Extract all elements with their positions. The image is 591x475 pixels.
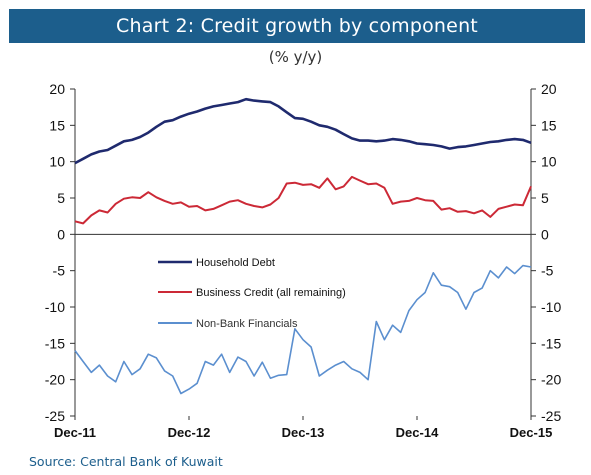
y-tick-label-left: -5	[53, 263, 66, 279]
y-tick-label-right: -20	[541, 372, 561, 388]
y-tick-label-right: -10	[541, 299, 561, 315]
y-tick-label-left: -15	[45, 335, 65, 351]
x-tick-label: Dec-14	[396, 425, 439, 440]
series-line-1	[74, 97, 532, 165]
source-note: Source: Central Bank of Kuwait	[29, 454, 223, 469]
x-tick-label: Dec-13	[282, 425, 325, 440]
x-tick-label: Dec-11	[54, 425, 96, 440]
y-tick-label-left: -20	[45, 372, 65, 388]
y-tick-label-right: -15	[541, 335, 561, 351]
y-tick-label-right: 0	[541, 226, 549, 242]
y-tick-label-left: 0	[57, 226, 65, 242]
y-tick-label-right: 5	[541, 190, 549, 206]
x-tick-label: Dec-15	[510, 425, 553, 440]
chart-title: Chart 2: Credit growth by component	[116, 15, 478, 37]
y-tick-label-right: 15	[541, 117, 557, 133]
legend-label-2: Business Credit (all remaining)	[196, 287, 346, 299]
y-tick-label-left: 10	[49, 154, 65, 170]
y-tick-label-right: 10	[541, 154, 557, 170]
y-tick-label-left: 20	[49, 81, 65, 97]
legend-label-1: Household Debt	[196, 257, 275, 269]
x-tick-label: Dec-12	[168, 425, 211, 440]
series-line-2	[74, 175, 532, 225]
chart-subtitle: (% y/y)	[268, 48, 323, 66]
y-tick-label-left: -25	[45, 408, 65, 424]
legend-label-3: Non-Bank Financials	[196, 318, 298, 330]
y-tick-label-right: 20	[541, 81, 557, 97]
y-tick-label-left: 15	[49, 117, 65, 133]
chart-title-bar: Chart 2: Credit growth by component	[9, 9, 585, 43]
y-tick-label-left: -10	[45, 299, 65, 315]
y-tick-label-right: -5	[541, 263, 554, 279]
y-tick-label-left: 5	[57, 190, 65, 206]
y-tick-label-right: -25	[541, 408, 561, 424]
series-line-3	[74, 264, 532, 395]
